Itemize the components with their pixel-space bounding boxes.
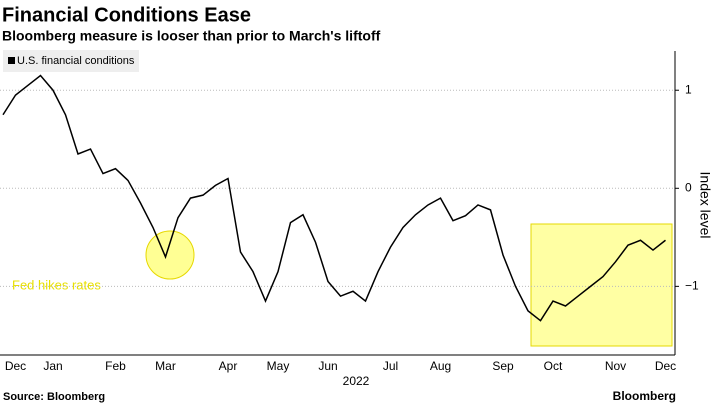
y-tick-label: 0 <box>685 180 692 194</box>
brand: Bloomberg <box>613 389 676 403</box>
x-axis-label: 2022 <box>343 374 370 388</box>
x-tick-label: Dec <box>5 359 26 373</box>
y-tick-label: 1 <box>685 82 692 96</box>
annotation: Fed hikes rates <box>12 277 101 292</box>
y-axis-label: Index level <box>697 172 713 239</box>
source: Source: Bloomberg <box>3 391 105 403</box>
legend-swatch <box>8 57 15 64</box>
x-tick-label: Jan <box>43 359 62 373</box>
x-tick-label: Jun <box>318 359 337 373</box>
x-tick-label: Oct <box>544 359 563 373</box>
line <box>2 74 666 322</box>
x-tick-label: Nov <box>605 359 626 373</box>
legend-box <box>3 50 139 72</box>
x-tick-label: Aug <box>430 359 451 373</box>
chart-title: Financial Conditions Ease <box>2 4 251 26</box>
x-tick-label: Sep <box>492 359 514 373</box>
x-tick-label: Dec <box>655 359 676 373</box>
x-tick-label: Mar <box>155 359 176 373</box>
highlight-box <box>530 223 673 347</box>
y-tick-label: −1 <box>685 279 699 293</box>
x-tick-label: Apr <box>219 359 238 373</box>
chart-subtitle: Bloomberg measure is looser than prior t… <box>2 28 381 44</box>
legend-label: U.S. financial conditions <box>17 55 135 67</box>
highlight-circle <box>145 230 195 280</box>
x-tick-label: Feb <box>105 359 126 373</box>
x-tick-label: Jul <box>383 359 398 373</box>
x-tick-label: May <box>267 359 290 373</box>
